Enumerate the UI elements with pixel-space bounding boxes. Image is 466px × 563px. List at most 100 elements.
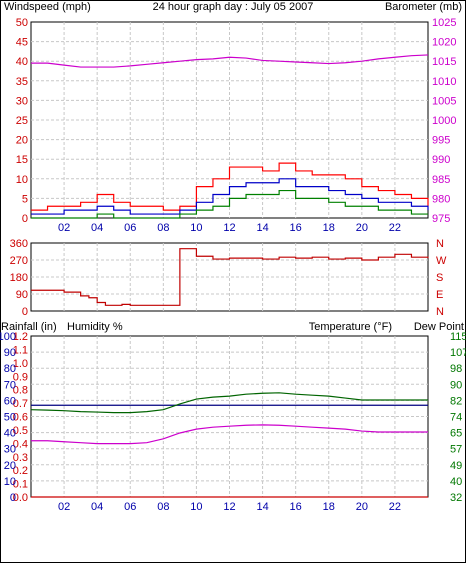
humidity-tick-label: 0 — [10, 492, 16, 504]
temperature-axis-label: Temperature (°F) — [309, 321, 392, 333]
x-tick-label: 22 — [389, 222, 401, 234]
x-tick-label: 12 — [223, 222, 235, 234]
temperature-series-line — [30, 392, 428, 414]
windspeed-tick-label: 50 — [16, 17, 28, 29]
temperature-tick-label: 65 — [450, 428, 462, 440]
rainfall-tick-label: 1.1 — [13, 344, 28, 356]
x-tick-label: 10 — [190, 222, 202, 234]
humidity-tick-label: 100 — [0, 331, 16, 343]
barometer-tick-label: 1025 — [432, 17, 456, 29]
windspeed-tick-label: 25 — [16, 115, 28, 127]
wind-average-series-line — [31, 178, 429, 215]
humidity-tick-label: 10 — [4, 476, 16, 488]
rainfall-tick-label: 0.3 — [13, 452, 28, 464]
temperature-tick-label: 49 — [450, 460, 462, 472]
barometer-tick-label: 985 — [432, 174, 450, 186]
direction-degree-tick-label: 90 — [16, 289, 28, 301]
temperature-tick-label: 90 — [450, 379, 462, 391]
humidity-tick-label: 70 — [4, 379, 16, 391]
windspeed-axis-label: Windspeed (mph) — [4, 1, 91, 13]
x-tick-label: 02 — [58, 501, 70, 513]
x-tick-label: 16 — [290, 501, 302, 513]
barometer-axis-label: Barometer (mb) — [385, 1, 462, 13]
x-tick-label: 04 — [91, 222, 103, 234]
barometer-tick-label: 990 — [432, 154, 450, 166]
temperature-tick-label: 115 — [450, 331, 466, 343]
x-tick-label: 14 — [256, 222, 268, 234]
x-tick-label: 08 — [157, 501, 169, 513]
direction-degree-tick-label: 360 — [10, 238, 28, 250]
x-tick-label: 18 — [323, 222, 335, 234]
humidity-tick-label: 20 — [4, 460, 16, 472]
temperature-tick-label: 82 — [450, 395, 462, 407]
rainfall-tick-label: 1.2 — [13, 331, 28, 343]
rainfall-tick-label: 0.1 — [13, 479, 28, 491]
wind-lull-series-line — [31, 189, 428, 219]
temperature-tick-label: 74 — [450, 412, 462, 424]
rainfall-tick-label: 0.6 — [13, 412, 28, 424]
barometer-tick-label: 1010 — [432, 76, 456, 88]
compass-tick-label: N — [436, 238, 444, 250]
humidity-tick-label: 90 — [4, 347, 16, 359]
x-tick-label: 22 — [389, 501, 401, 513]
x-tick-label: 08 — [157, 222, 169, 234]
x-tick-label: 06 — [124, 222, 136, 234]
x-tick-label: 12 — [223, 501, 235, 513]
direction-degree-tick-label: 0 — [22, 306, 28, 318]
rainfall-tick-label: 0.5 — [13, 425, 28, 437]
x-tick-label: 14 — [256, 501, 268, 513]
chart-title: 24 hour graph day : July 05 2007 — [153, 1, 314, 13]
wind-gust-series-line — [31, 162, 429, 211]
barometer-tick-label: 975 — [432, 213, 450, 225]
x-tick-label: 16 — [290, 222, 302, 234]
x-tick-label: 10 — [190, 501, 202, 513]
windspeed-tick-label: 0 — [22, 213, 28, 225]
humidity-tick-label: 30 — [4, 444, 16, 456]
barometer-tick-label: 995 — [432, 135, 450, 147]
direction-degree-tick-label: 180 — [10, 272, 28, 284]
windspeed-tick-label: 30 — [16, 95, 28, 107]
rainfall-tick-label: 1.0 — [13, 358, 28, 370]
humidity-tick-label: 60 — [4, 395, 16, 407]
x-tick-label: 04 — [91, 501, 103, 513]
rainfall-tick-label: 0.7 — [13, 398, 28, 410]
barometer-tick-label: 1005 — [432, 95, 456, 107]
compass-tick-label: N — [436, 306, 444, 318]
x-tick-label: 18 — [323, 501, 335, 513]
compass-tick-label: S — [436, 272, 443, 284]
barometer-tick-label: 1020 — [432, 37, 456, 49]
rainfall-axis-label: Rainfall (in) — [1, 321, 57, 333]
x-tick-label: 20 — [356, 501, 368, 513]
rainfall-tick-label: 0.4 — [13, 438, 28, 450]
temperature-tick-label: 32 — [450, 492, 462, 504]
x-tick-label: 02 — [58, 222, 70, 234]
x-tick-label: 20 — [356, 222, 368, 234]
windspeed-tick-label: 35 — [16, 76, 28, 88]
windspeed-tick-label: 20 — [16, 135, 28, 147]
x-tick-label: 06 — [124, 501, 136, 513]
humidity-tick-label: 40 — [4, 428, 16, 440]
barometer-tick-label: 1015 — [432, 56, 456, 68]
rainfall-tick-label: 0.8 — [13, 385, 28, 397]
temperature-tick-label: 107 — [450, 347, 466, 359]
dewpoint-label: Dew Point — [414, 321, 464, 333]
compass-tick-label: E — [436, 289, 443, 301]
direction-degree-tick-label: 270 — [10, 255, 28, 267]
humidity-tick-label: 50 — [4, 412, 16, 424]
rainfall-tick-label: 0.0 — [13, 492, 28, 504]
humidity-tick-label: 80 — [4, 363, 16, 375]
windspeed-tick-label: 5 — [22, 193, 28, 205]
dewpoint-series-line — [31, 424, 428, 445]
barometer-series-line — [31, 54, 429, 68]
windspeed-tick-label: 10 — [16, 174, 28, 186]
windspeed-tick-label: 45 — [16, 37, 28, 49]
rainfall-tick-label: 0.2 — [13, 465, 28, 477]
barometer-tick-label: 1000 — [432, 115, 456, 127]
compass-tick-label: W — [436, 255, 447, 267]
wind-direction-series-line — [31, 248, 429, 306]
windspeed-tick-label: 40 — [16, 56, 28, 68]
windspeed-tick-label: 15 — [16, 154, 28, 166]
temperature-tick-label: 57 — [450, 444, 462, 456]
